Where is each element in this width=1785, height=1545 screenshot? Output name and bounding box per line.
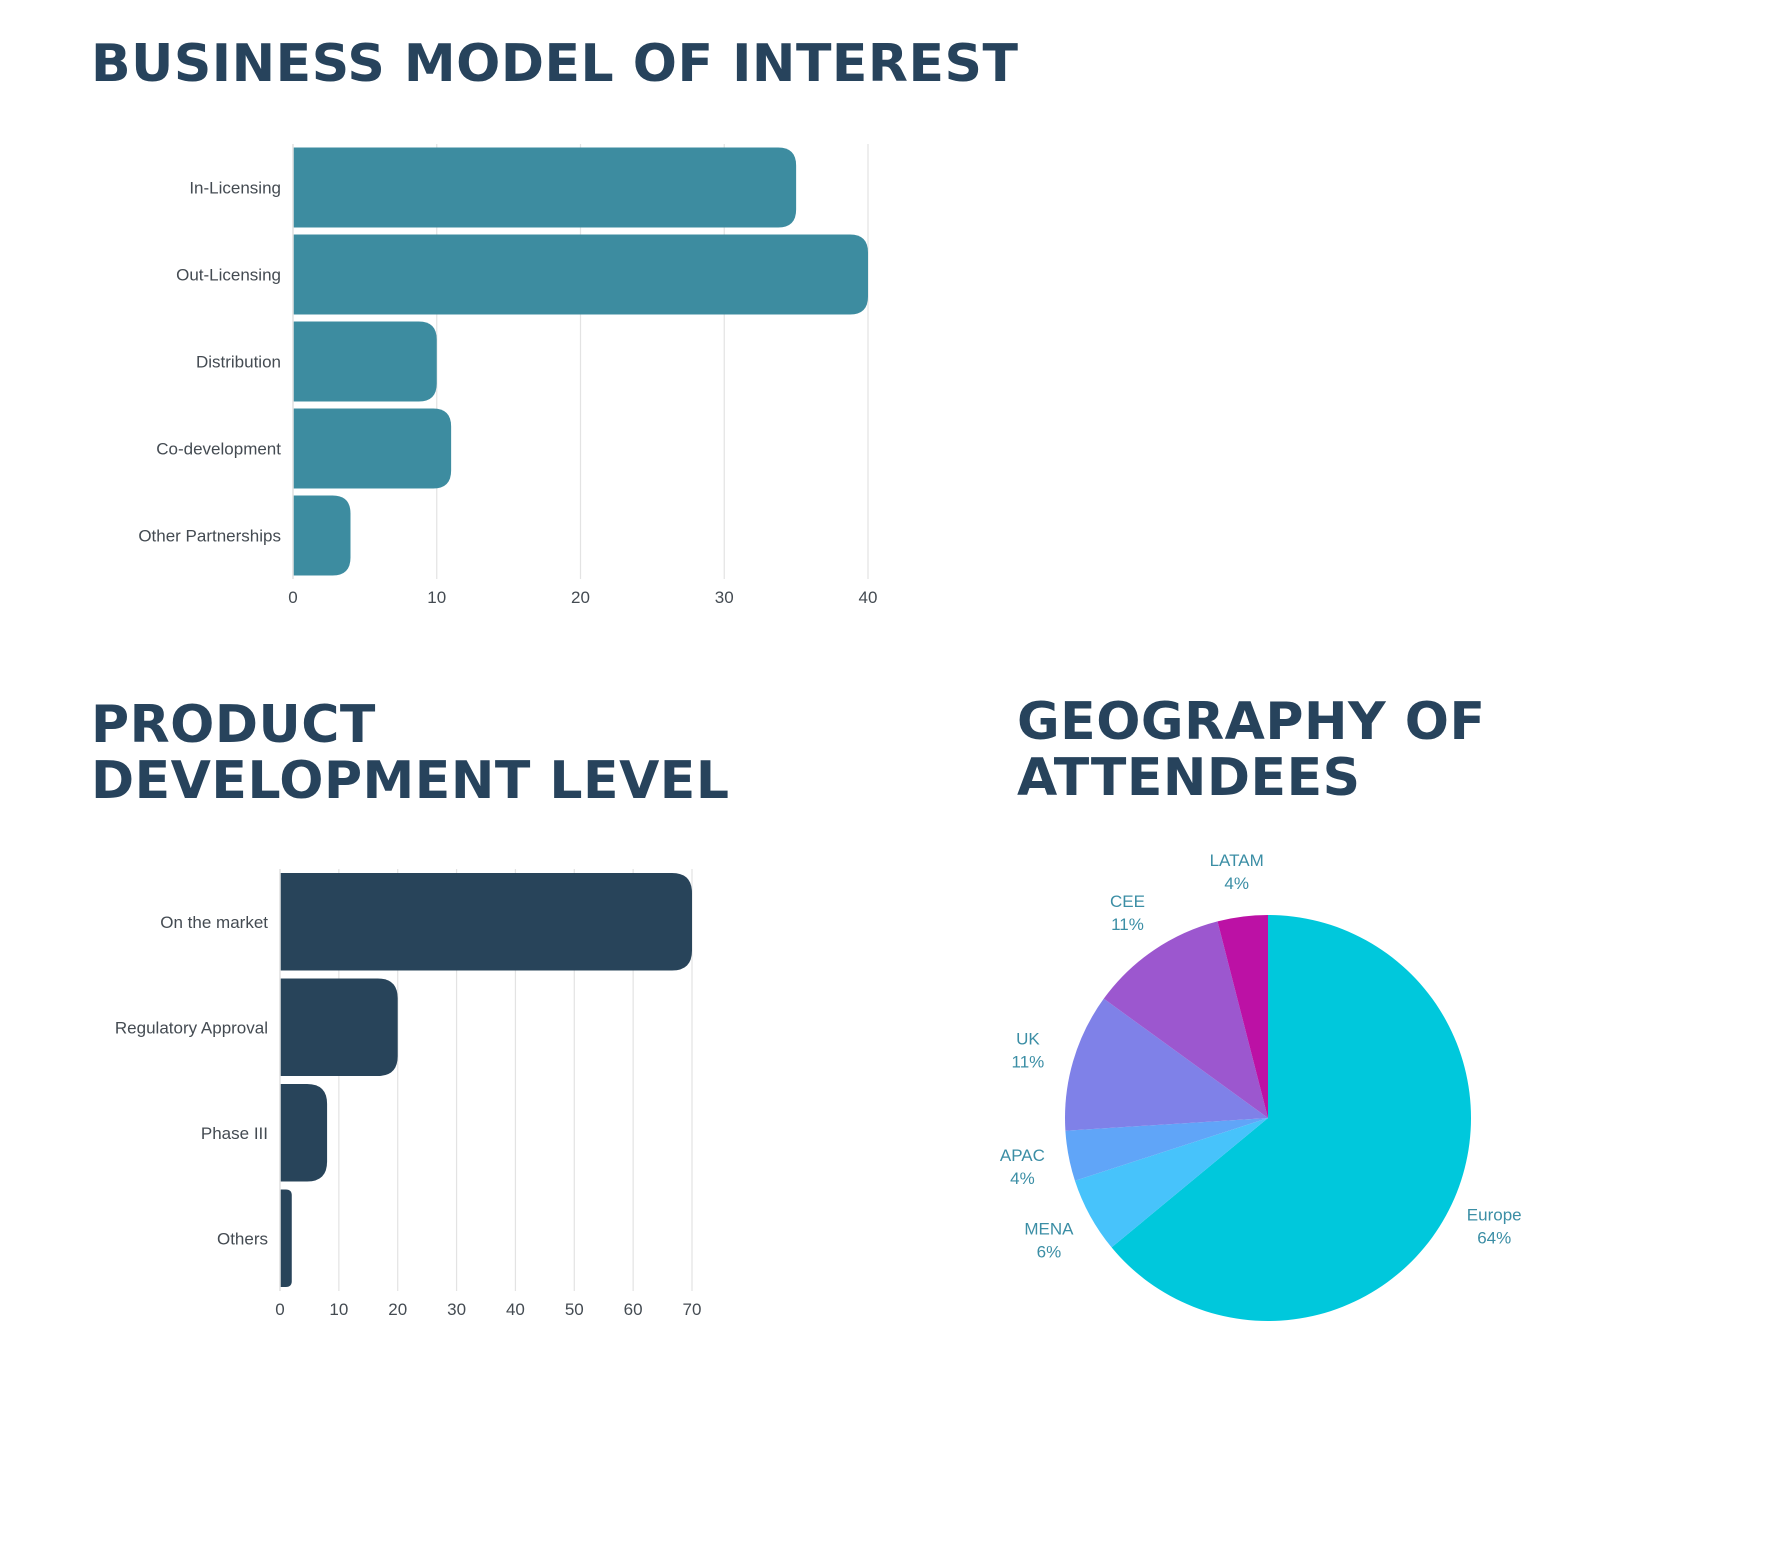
pie-value-apac: 4% — [1010, 1169, 1035, 1188]
product-bar — [280, 1189, 292, 1287]
business-category-label: Distribution — [196, 353, 281, 372]
product-category-label: Others — [217, 1229, 268, 1248]
pie-value-europe: 64% — [1477, 1228, 1511, 1247]
business-plot: In-Licensing Out-Licensing Distribution Co-… — [138, 144, 877, 607]
business-tick-label: 0 — [288, 588, 297, 607]
pie-label-apac: APAC — [1000, 1146, 1045, 1165]
product-bar — [280, 1084, 328, 1182]
product-tick-label: 0 — [275, 1300, 284, 1319]
product-tick-label: 10 — [329, 1300, 348, 1319]
business-bar — [293, 234, 868, 315]
business-model-title: BUSINESS MODEL OF INTEREST — [91, 34, 1019, 94]
product-title-line1: PRODUCT — [91, 695, 376, 755]
business-tick-label: 40 — [859, 588, 878, 607]
pie-label-latam: LATAM — [1210, 851, 1264, 870]
product-title-line2: DEVELOPMENT LEVEL — [91, 751, 730, 811]
geo-title-line1: GEOGRAPHY OF — [1017, 692, 1486, 752]
geography-pie: Europe 64% MENA 6% APAC 4% UK 11% CEE 11% LATAM 4% — [1000, 851, 1522, 1321]
pie-slice-mena — [1074, 1118, 1268, 1248]
business-tick-label: 20 — [571, 588, 590, 607]
pie-slice-latam — [1217, 915, 1268, 1118]
product-tick-label: 30 — [447, 1300, 466, 1319]
product-plot: On the market Regulatory Approval Phase II… — [115, 869, 702, 1319]
geography-title: GEOGRAPHY OF ATTENDEES — [1017, 694, 1577, 806]
product-tick-label: 70 — [683, 1300, 702, 1319]
product-tick-label: 50 — [565, 1300, 584, 1319]
product-development-title: PRODUCT DEVELOPMENT LEVEL — [91, 697, 791, 809]
business-bar — [293, 147, 797, 228]
business-bar — [293, 321, 437, 402]
pie-label-europe: Europe — [1467, 1205, 1522, 1224]
pie-slice-apac — [1065, 1118, 1268, 1181]
pie-value-uk: 11% — [1012, 1052, 1045, 1071]
product-category-label: On the market — [160, 913, 268, 932]
pie-value-mena: 6% — [1037, 1242, 1062, 1261]
product-bar — [280, 978, 398, 1076]
pie-value-latam: 4% — [1224, 874, 1249, 893]
geo-title-line2: ATTENDEES — [1017, 748, 1361, 808]
pie-label-cee: CEE — [1110, 892, 1145, 911]
business-bar — [293, 408, 452, 489]
business-category-label: In-Licensing — [189, 179, 281, 198]
pie-slice-cee — [1103, 921, 1268, 1118]
product-tick-label: 20 — [388, 1300, 407, 1319]
pie-value-cee: 11% — [1111, 915, 1144, 934]
business-bar — [293, 495, 351, 576]
product-category-label: Phase III — [201, 1124, 268, 1143]
pie-label-uk: UK — [1016, 1029, 1040, 1048]
business-category-label: Co-development — [156, 440, 281, 459]
business-tick-label: 30 — [715, 588, 734, 607]
business-category-label: Other Partnerships — [138, 527, 281, 546]
product-bar — [280, 873, 692, 971]
product-tick-label: 40 — [506, 1300, 525, 1319]
pie-slice-uk — [1065, 998, 1268, 1131]
pie-slice-europe — [1111, 915, 1471, 1321]
business-category-label: Out-Licensing — [176, 266, 281, 285]
pie-label-mena: MENA — [1024, 1219, 1074, 1238]
business-tick-label: 10 — [427, 588, 446, 607]
product-tick-label: 60 — [624, 1300, 643, 1319]
product-category-label: Regulatory Approval — [115, 1018, 268, 1037]
